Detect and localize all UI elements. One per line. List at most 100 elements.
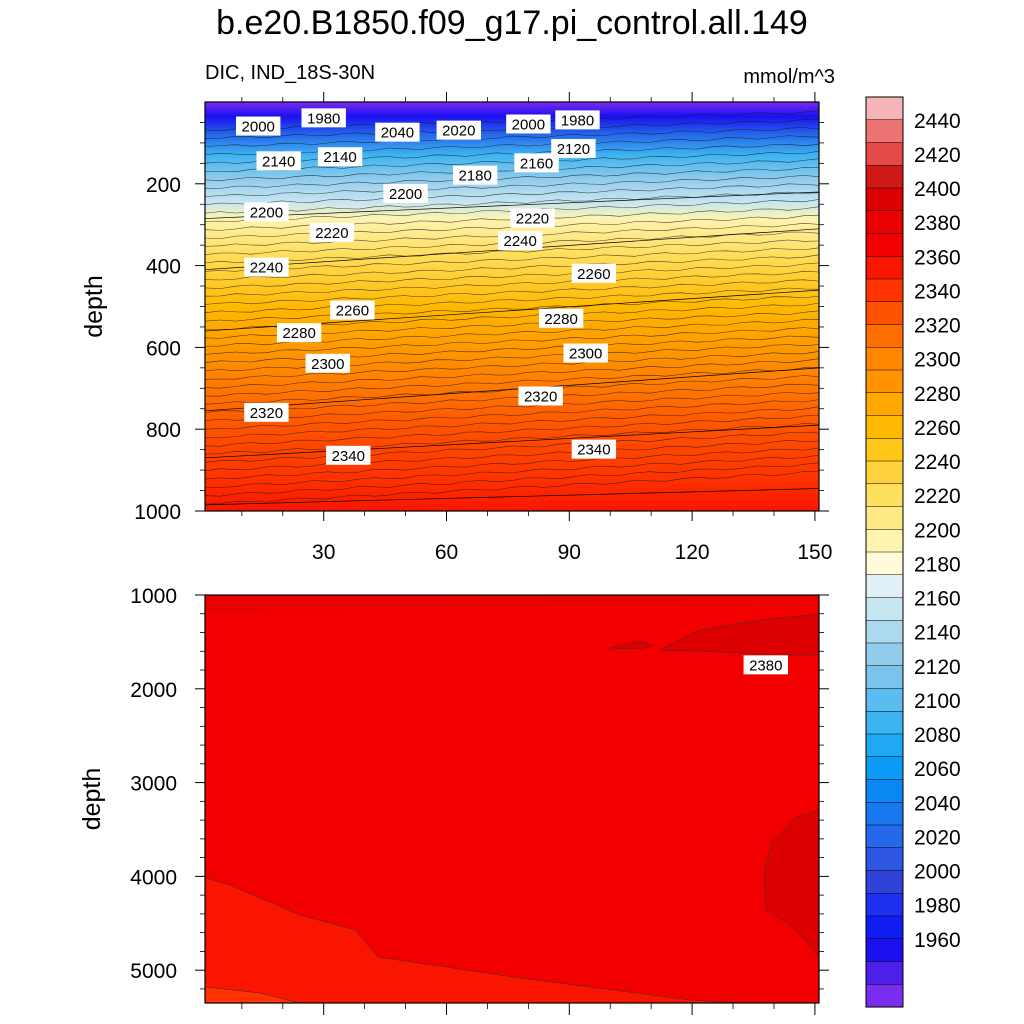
contour-label-box: [514, 153, 559, 173]
upper-contour-line: [204, 262, 820, 289]
upper-contour-2320: [204, 367, 820, 412]
colorbar-box: [865, 369, 904, 394]
units-label: mmol/m^3: [743, 66, 835, 88]
chart-subtitle: DIC, IND_18S-30N: [205, 62, 376, 84]
upper-contour-2360: [204, 488, 820, 506]
contour-label-box: [244, 402, 289, 422]
contour-label-box: [276, 323, 322, 343]
colorbar-label: 2080: [914, 724, 961, 747]
upper-contour-line: [204, 271, 820, 297]
colorbar-box: [865, 301, 904, 326]
contour-label: 2260: [571, 263, 617, 283]
colorbar-box: [865, 711, 904, 735]
contour-label-box: [236, 116, 281, 136]
contour-label: 2160: [514, 153, 559, 173]
contour-label-text: 2140: [323, 149, 356, 166]
colorbar-box: [865, 824, 904, 849]
contour-label: 2240: [497, 231, 543, 251]
colorbar-box: [865, 460, 904, 485]
contour-label-text: 2220: [315, 225, 348, 242]
contour-label-text: 2300: [569, 346, 602, 363]
contour-label-text: 2220: [516, 211, 549, 228]
contour-label: 2140: [317, 147, 363, 167]
colorbar-label: 2380: [914, 212, 961, 235]
contour-label-text: 2140: [262, 153, 295, 170]
contour-label-text: 2260: [577, 266, 610, 283]
y-tick-label: 5000: [130, 960, 177, 983]
contour-label: 2040: [375, 122, 420, 142]
colorbar-label: 2280: [914, 383, 961, 406]
colorbar-box: [865, 392, 904, 417]
upper-contour-line: [204, 367, 820, 397]
colorbar-frame: [865, 96, 904, 1008]
colorbar-box: [865, 756, 904, 781]
upper-contour-line: [204, 287, 820, 314]
colorbar-box: [865, 802, 904, 826]
colorbar-box: [865, 165, 904, 189]
colorbar-label: 2420: [914, 144, 961, 167]
colorbar-label: 2240: [914, 451, 961, 474]
colorbar-box: [865, 961, 904, 985]
colorbar-box: [865, 847, 904, 872]
contour-label-box: [301, 108, 346, 128]
contour-label-text: 2180: [458, 168, 491, 185]
upper-contour-line: [204, 295, 820, 322]
contour-label-text: 2280: [544, 311, 577, 328]
upper-contour-line: [204, 383, 820, 413]
upper-contour-2200: [204, 191, 820, 219]
upper-contour-line: [204, 399, 820, 430]
contour-label-box: [326, 445, 371, 465]
upper-contour-line: [204, 167, 820, 189]
colorbar-box: [865, 119, 904, 144]
y-tick-label: 1000: [134, 501, 181, 524]
contour-label-text: 2240: [503, 233, 536, 250]
contour-label: 2200: [383, 184, 428, 204]
contour-label-box: [538, 308, 584, 328]
colorbar-label: 2060: [914, 758, 961, 781]
upper-contour-line: [204, 247, 820, 272]
contour-label-text: 2260: [336, 303, 369, 320]
contour-label-text: 2200: [250, 204, 283, 221]
colorbar-box: [865, 324, 904, 348]
contour-label-box: [436, 120, 481, 140]
contour-label-text: 2000: [242, 119, 275, 136]
lower-axes: 1000 2000 3000 4000 5000 depth: [78, 585, 829, 1015]
colorbar-label: 2360: [914, 246, 961, 269]
contour-label-box: [571, 439, 617, 459]
colorbar-box: [865, 597, 904, 621]
upper-contour-line: [204, 471, 820, 505]
upper-contour-line: [205, 454, 820, 488]
contour-label: 2320: [518, 386, 563, 406]
upper-contour-line: [204, 358, 820, 389]
contour-label-box: [497, 231, 543, 251]
upper-contour-labels: 2000 1980 2040 2020 2000 1980 2140 2140 21202160…: [236, 108, 617, 465]
colorbar-labels: 2440 2420 2400 2380 2360 2340 2320 2300 2280 2260…: [914, 110, 961, 952]
lower-deep-right-region: [763, 809, 820, 959]
colorbar-box: [865, 893, 904, 917]
lower-contour-labels: 2380: [743, 655, 788, 675]
colorbar-box: [865, 551, 904, 576]
contour-label-text: 1980: [561, 112, 594, 129]
colorbar-label: 2320: [914, 315, 961, 338]
upper-contour-line: [204, 279, 820, 305]
colorbar-label: 2160: [914, 588, 961, 611]
contour-label-text: 2120: [557, 141, 590, 158]
contour-label: 2300: [563, 343, 608, 363]
contour-label: 2000: [236, 116, 281, 136]
contour-label: 1980: [555, 110, 600, 130]
contour-label: 2300: [305, 353, 350, 373]
colorbar-box: [865, 438, 904, 462]
contour-label-box: [555, 110, 600, 130]
y-tick-label: 4000: [130, 866, 177, 889]
colorbar-box: [865, 665, 904, 690]
x-tick-label: 30: [312, 541, 335, 564]
contour-label-box: [563, 343, 608, 363]
contour-label-box: [317, 147, 363, 167]
contour-label: 2180: [452, 165, 498, 185]
colorbar-label: 2180: [914, 553, 961, 576]
lower-panel: 2380 1000 2000 3000 4000 5000 depth: [78, 585, 829, 1015]
colorbar-box: [865, 256, 904, 280]
contour-label-box: [551, 139, 596, 159]
colorbar-label: 2400: [914, 178, 961, 201]
